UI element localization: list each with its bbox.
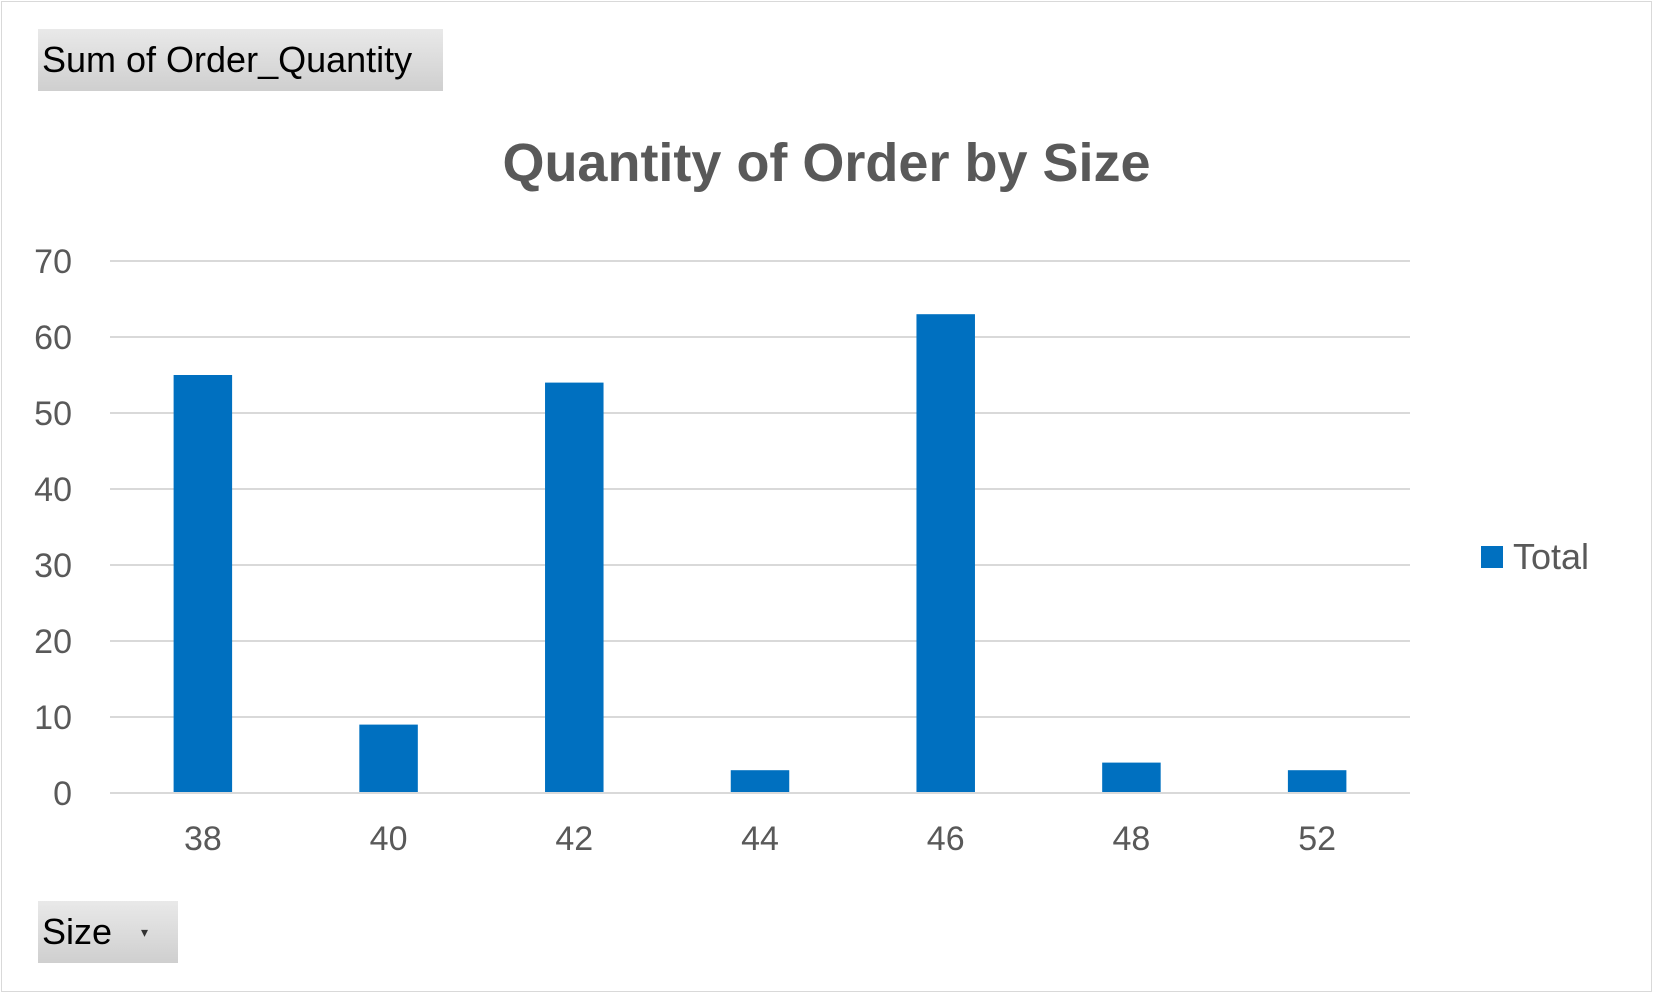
bar[interactable] [730, 770, 790, 793]
bar[interactable] [916, 314, 975, 793]
x-tick-label: 42 [555, 820, 593, 858]
legend[interactable]: Total [1481, 535, 1589, 579]
chart-title: Quantity of Order by Size [502, 133, 1151, 193]
bar[interactable] [1102, 762, 1161, 793]
bar[interactable] [545, 382, 604, 793]
bar[interactable] [1287, 770, 1347, 793]
value-field-button[interactable]: Sum of Order_Quantity [38, 29, 443, 91]
x-tick-label: 40 [370, 820, 408, 858]
y-tick-label: 70 [34, 243, 72, 281]
y-tick-label: 20 [34, 623, 72, 661]
x-tick-label: 48 [1113, 820, 1151, 858]
value-field-label: Sum of Order_Quantity [42, 39, 413, 80]
y-tick-label: 60 [34, 319, 72, 357]
bar[interactable] [359, 724, 418, 793]
x-tick-label: 52 [1298, 820, 1336, 858]
bar[interactable] [173, 375, 233, 793]
legend-label: Total [1513, 536, 1590, 577]
y-tick-label: 0 [53, 775, 72, 813]
y-tick-label: 40 [34, 471, 72, 509]
axis-field-label: Size [42, 911, 113, 952]
legend-swatch [1481, 546, 1503, 568]
y-tick-label: 50 [34, 395, 72, 433]
x-tick-label: 38 [184, 820, 222, 858]
x-tick-label: 44 [741, 820, 779, 858]
y-tick-label: 10 [34, 699, 72, 737]
dropdown-arrow-icon[interactable]: ▾ [141, 924, 149, 940]
x-tick-label: 46 [927, 820, 965, 858]
y-tick-label: 30 [34, 547, 72, 585]
axis-field-button[interactable]: Size ▾ [38, 901, 178, 963]
